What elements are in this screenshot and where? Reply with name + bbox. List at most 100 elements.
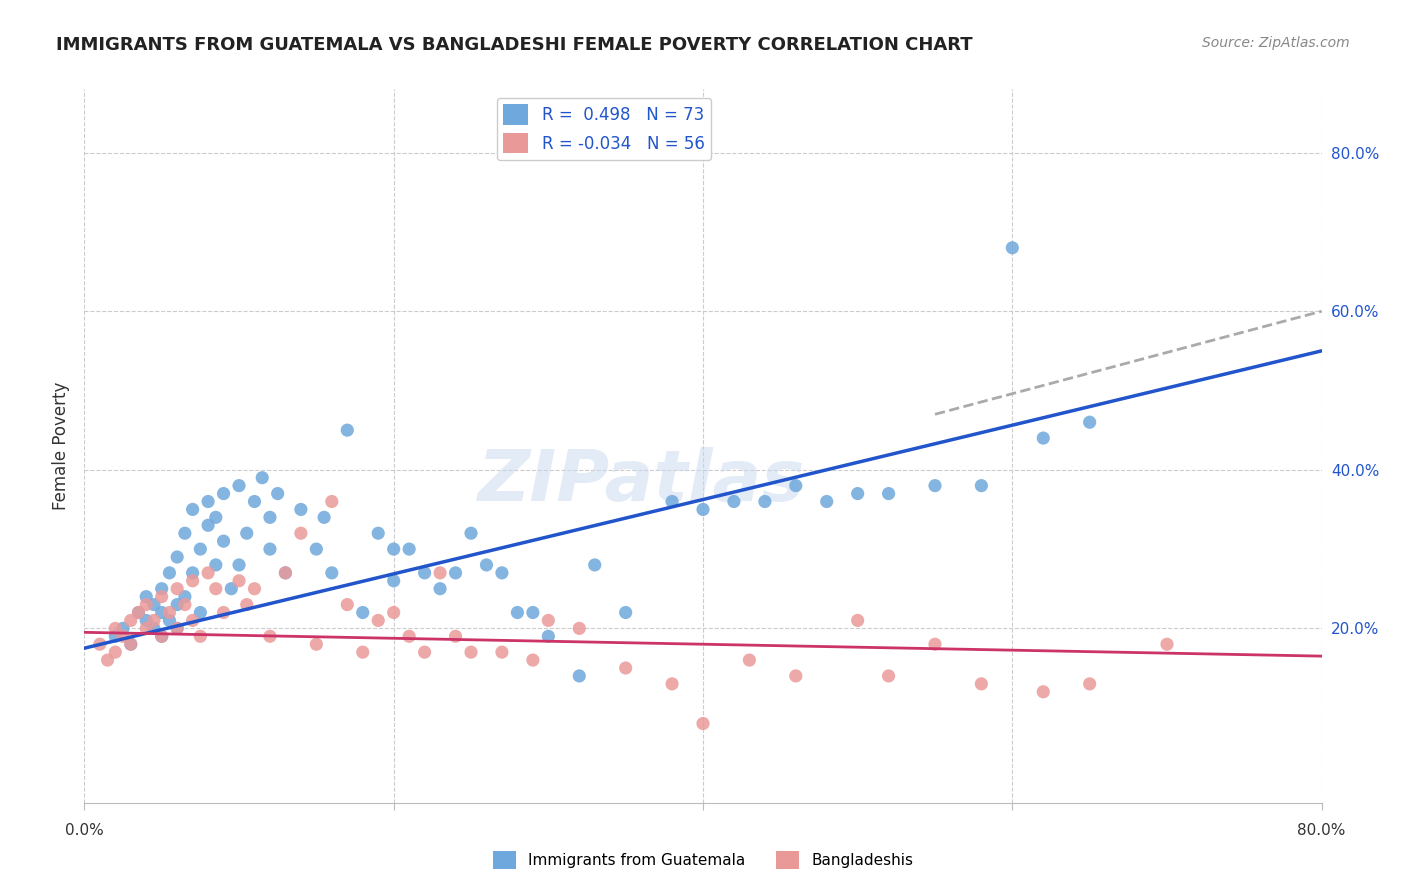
- Point: [267, 486, 290, 500]
- Text: 80.0%: 80.0%: [1298, 822, 1346, 838]
- Point: [150, 629, 173, 643]
- Point: [181, 614, 204, 628]
- Point: [135, 590, 157, 604]
- Point: [506, 606, 529, 620]
- Point: [181, 502, 204, 516]
- Point: [259, 629, 281, 643]
- Point: [785, 669, 807, 683]
- Point: [205, 510, 228, 524]
- Point: [413, 566, 436, 580]
- Point: [236, 526, 259, 541]
- Point: [321, 494, 343, 508]
- Point: [429, 566, 451, 580]
- Point: [228, 478, 250, 492]
- Point: [692, 716, 714, 731]
- Point: [367, 614, 389, 628]
- Point: [135, 621, 157, 635]
- Point: [212, 606, 235, 620]
- Text: Source: ZipAtlas.com: Source: ZipAtlas.com: [1202, 36, 1350, 50]
- Point: [314, 510, 336, 524]
- Point: [143, 621, 166, 635]
- Point: [444, 566, 467, 580]
- Point: [321, 566, 343, 580]
- Point: [398, 542, 420, 557]
- Point: [150, 629, 173, 643]
- Point: [181, 574, 204, 588]
- Point: [583, 558, 606, 572]
- Point: [336, 423, 359, 437]
- Point: [228, 574, 250, 588]
- Point: [692, 502, 714, 516]
- Point: [205, 558, 228, 572]
- Y-axis label: Female Poverty: Female Poverty: [52, 382, 70, 510]
- Point: [815, 494, 838, 508]
- Point: [143, 614, 166, 628]
- Point: [104, 629, 127, 643]
- Point: [243, 582, 266, 596]
- Point: [159, 606, 181, 620]
- Point: [205, 582, 228, 596]
- Point: [785, 478, 807, 492]
- Point: [614, 661, 637, 675]
- Point: [924, 637, 946, 651]
- Point: [522, 653, 544, 667]
- Point: [243, 494, 266, 508]
- Point: [181, 566, 204, 580]
- Point: [398, 629, 420, 643]
- Point: [661, 677, 683, 691]
- Point: [166, 621, 188, 635]
- Point: [1032, 685, 1054, 699]
- Point: [135, 598, 157, 612]
- Point: [188, 606, 212, 620]
- Point: [444, 629, 467, 643]
- Point: [661, 494, 683, 508]
- Point: [174, 590, 197, 604]
- Point: [290, 526, 312, 541]
- Point: [460, 526, 482, 541]
- Legend: Immigrants from Guatemala, Bangladeshis: Immigrants from Guatemala, Bangladeshis: [486, 845, 920, 875]
- Point: [429, 582, 451, 596]
- Point: [1156, 637, 1178, 651]
- Point: [336, 598, 359, 612]
- Point: [104, 645, 127, 659]
- Point: [352, 606, 374, 620]
- Point: [305, 542, 328, 557]
- Point: [166, 621, 188, 635]
- Point: [143, 598, 166, 612]
- Point: [1001, 241, 1024, 255]
- Point: [352, 645, 374, 659]
- Point: [221, 582, 243, 596]
- Point: [723, 494, 745, 508]
- Point: [537, 629, 560, 643]
- Point: [112, 629, 135, 643]
- Point: [1032, 431, 1054, 445]
- Point: [212, 486, 235, 500]
- Legend: R =  0.498   N = 73, R = -0.034   N = 56: R = 0.498 N = 73, R = -0.034 N = 56: [496, 97, 711, 160]
- Point: [97, 653, 120, 667]
- Point: [924, 478, 946, 492]
- Point: [188, 542, 212, 557]
- Point: [568, 621, 591, 635]
- Point: [166, 582, 188, 596]
- Point: [159, 614, 181, 628]
- Point: [197, 518, 219, 533]
- Point: [738, 653, 761, 667]
- Point: [491, 645, 513, 659]
- Point: [212, 534, 235, 549]
- Point: [128, 606, 150, 620]
- Point: [104, 621, 127, 635]
- Point: [128, 606, 150, 620]
- Point: [382, 542, 405, 557]
- Point: [382, 606, 405, 620]
- Text: 0.0%: 0.0%: [65, 822, 104, 838]
- Point: [112, 621, 135, 635]
- Point: [228, 558, 250, 572]
- Point: [568, 669, 591, 683]
- Point: [367, 526, 389, 541]
- Point: [120, 637, 142, 651]
- Point: [166, 549, 188, 564]
- Point: [259, 542, 281, 557]
- Point: [846, 486, 869, 500]
- Point: [150, 606, 173, 620]
- Point: [159, 566, 181, 580]
